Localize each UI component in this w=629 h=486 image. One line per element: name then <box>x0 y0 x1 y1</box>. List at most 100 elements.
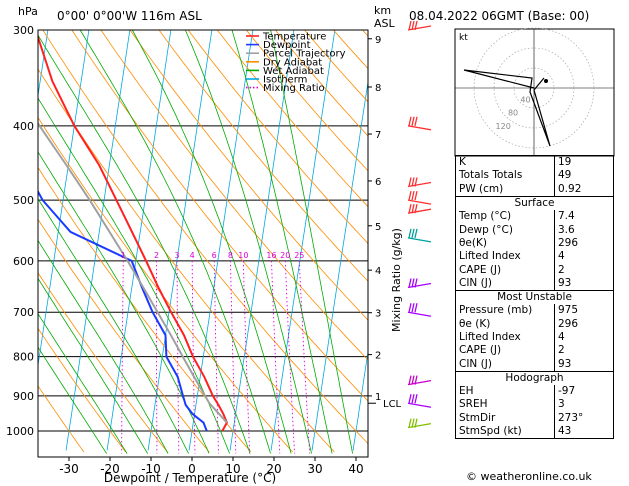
dry-adiabat-line <box>245 30 368 172</box>
index-value: 296 <box>554 236 614 251</box>
wind-barb-feather <box>411 418 415 428</box>
wind-barb-feather <box>411 177 415 187</box>
wind-barb-feather <box>414 278 418 288</box>
wind-barb <box>407 20 432 31</box>
wind-barb-staff <box>407 379 432 386</box>
index-label: StmSpd (kt) <box>455 424 555 440</box>
isotherm-line <box>394 30 458 450</box>
wind-barb-feather <box>414 190 418 201</box>
wet-adiabat-line <box>38 198 189 454</box>
index-value: -97 <box>554 385 614 399</box>
mixing-ratio-label: 25 <box>294 251 304 260</box>
mixing-ratio-line <box>271 260 281 454</box>
mixing-ratio-line <box>156 260 158 454</box>
wind-barb-feather <box>414 394 418 404</box>
mixing-ratio-axis-label: Mixing Ratio (g/kg) <box>390 228 403 332</box>
mixing-ratio-line <box>298 260 311 454</box>
index-label: Totals Totals <box>455 169 555 183</box>
legend-entry: Parcel Trajectory <box>263 49 346 60</box>
wind-barb-feather <box>411 228 415 239</box>
mixing-ratio-line <box>191 260 196 454</box>
wet-adiabat-line <box>270 30 353 454</box>
index-row: K 19 <box>455 155 614 170</box>
index-row: CIN (J) 93 <box>455 357 614 372</box>
mixing-ratio-label: 20 <box>280 251 290 260</box>
index-label: CAPE (J) <box>455 263 555 277</box>
wind-barb-staff <box>407 125 432 131</box>
wind-barb-feather <box>411 278 415 288</box>
wet-adiabat-line <box>38 313 128 454</box>
index-row: Lifted Index 4 <box>455 330 614 345</box>
x-tick-label: -20 <box>100 462 120 476</box>
mixing-ratio-label: 1 <box>121 251 126 260</box>
hodograph-ring <box>513 67 555 109</box>
x-tick-label: -10 <box>141 462 161 476</box>
wind-barb-staff <box>407 208 432 214</box>
legend-entry: Dry Adiabat <box>263 57 322 68</box>
km-tick-label: 3 <box>375 309 381 320</box>
index-value: 273° <box>554 411 614 425</box>
wind-barb-feather <box>408 375 412 385</box>
mixing-ratio-line <box>213 260 219 454</box>
hodograph-ring <box>473 27 595 149</box>
isotherm-line <box>270 30 336 451</box>
mixing-ratio-label: 2 <box>154 251 159 260</box>
mixing-ratio-label: 8 <box>228 251 233 260</box>
mixing-ratio-label: 3 <box>175 251 180 260</box>
pressure-tick-label: 1000 <box>6 425 34 438</box>
wet-adiabat-line <box>38 239 169 454</box>
wind-barb <box>407 228 432 243</box>
index-label: θe(K) <box>455 236 555 251</box>
index-row: Pressure (mb) 975 <box>455 304 614 318</box>
isotherm-line <box>38 30 49 98</box>
wind-barb-feather <box>408 116 412 126</box>
index-value: 19 <box>554 155 614 170</box>
index-value: 93 <box>554 357 614 372</box>
dry-adiabat-line <box>38 327 127 453</box>
wind-barb-feather <box>408 228 412 239</box>
hpa-unit: hPa <box>18 5 38 18</box>
wet-adiabat-line <box>38 346 107 454</box>
wind-barb-staff <box>407 25 432 31</box>
wind-barb-feather <box>411 394 415 404</box>
legend-entry: Dewpoint <box>263 40 311 51</box>
wind-barb-feather <box>414 375 418 385</box>
wind-barb <box>407 116 432 131</box>
index-label: CAPE (J) <box>455 344 555 358</box>
dry-adiabat-line <box>38 116 293 453</box>
dry-adiabat-line <box>38 385 85 453</box>
index-label: Lifted Index <box>455 250 555 264</box>
index-row: θe (K) 296 <box>455 317 614 331</box>
dry-adiabat-line <box>129 30 368 321</box>
wind-barb-feather <box>411 375 415 385</box>
wind-barb-feather <box>411 116 415 126</box>
index-row: Temp (°C) 7.4 <box>455 210 614 224</box>
km-tick-label: 1 <box>375 392 381 403</box>
legend-entry: Wet Adiabat <box>263 66 324 77</box>
hodograph-trace <box>463 69 551 147</box>
km-tick-label: 2 <box>375 351 381 362</box>
wet-adiabat-line <box>38 97 230 454</box>
dry-adiabat-line <box>187 30 368 245</box>
pressure-tick-label: 400 <box>13 120 34 133</box>
index-label: StmDir <box>455 411 555 425</box>
mixing-ratio-label: 4 <box>190 251 195 260</box>
index-label: PW (cm) <box>455 182 555 197</box>
wind-barb-feather <box>408 190 412 201</box>
dry-adiabat-line <box>42 30 368 445</box>
dry-adiabat-line <box>100 30 368 361</box>
hodograph-ring-label: 40 <box>520 96 530 105</box>
wind-barb-feather <box>411 20 415 31</box>
index-row: EH -97 <box>455 385 614 399</box>
wind-barb-staff <box>407 237 432 243</box>
km-tick-label: 4 <box>375 266 381 277</box>
wind-barb-feather <box>414 116 418 126</box>
isotherm-line <box>106 30 172 451</box>
index-value: 3 <box>554 398 614 412</box>
wind-barb <box>407 303 432 317</box>
wind-barb-staff <box>407 181 432 188</box>
wind-barb-staff <box>407 402 432 408</box>
index-row: SREH 3 <box>455 398 614 412</box>
wind-barb <box>407 204 432 214</box>
x-axis-label: Dewpoint / Temperature (°C) <box>104 471 276 485</box>
